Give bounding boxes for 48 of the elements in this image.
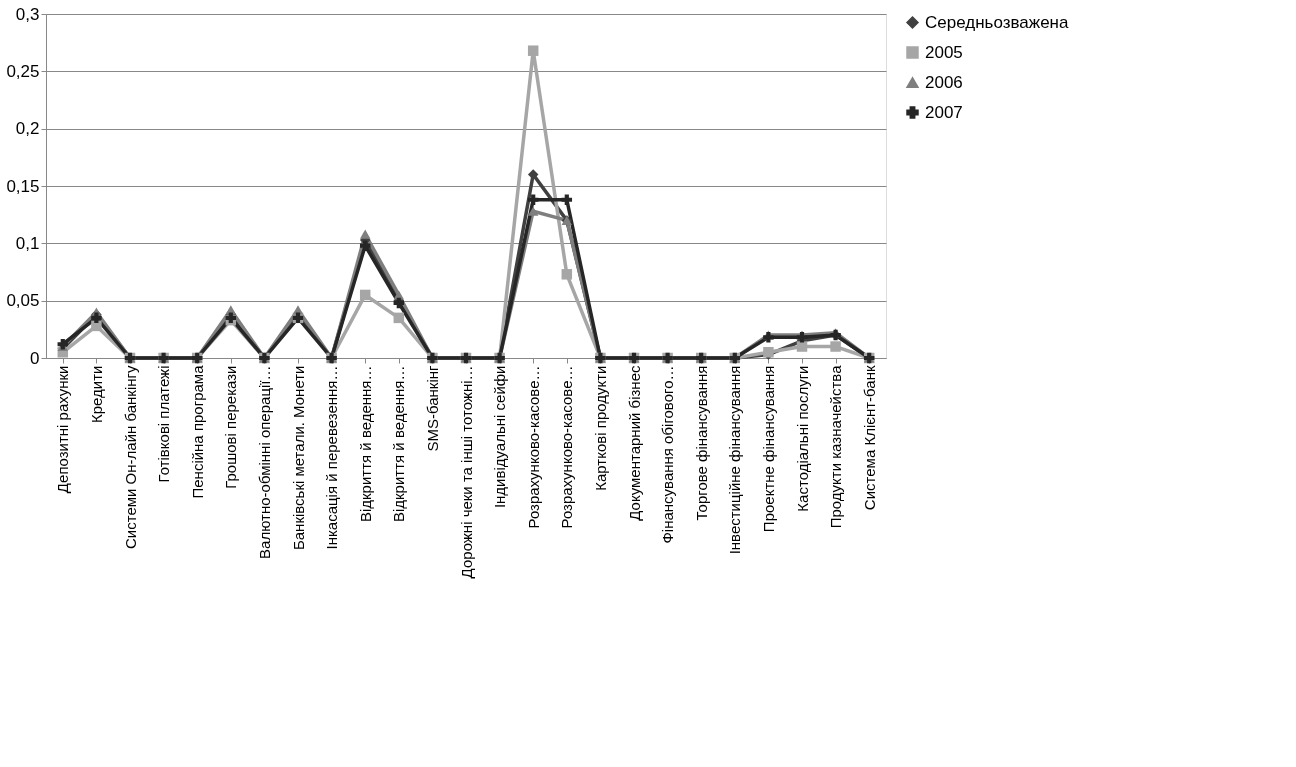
x-tick-label: Інвестиційне фінансування [726, 365, 744, 555]
point [527, 206, 539, 216]
legend-label: 2005 [925, 42, 963, 62]
legend-label: 2007 [925, 102, 963, 122]
point [527, 194, 539, 205]
point [830, 341, 841, 352]
x-tick-label: Система Клієнт-банк [860, 365, 878, 511]
x-tick-label: Розрахунково-касове… [558, 365, 576, 529]
point [796, 341, 808, 352]
point [91, 312, 102, 324]
x-tick-label: Депозитні рахунки [54, 365, 72, 494]
x-tick-label: Системи Он-лайн банкінгу [121, 365, 139, 550]
x-tick-label: Проектне фінансування [759, 365, 777, 533]
x-tick-label: Карткові продукти [591, 365, 609, 491]
x-tick-label: Дорожні чеки та інші тотожні… [457, 365, 475, 579]
y-tick-label: 0 [30, 348, 40, 368]
x-tick-label: Відкриття й ведення… [356, 365, 374, 523]
x-tick-label: Банківські метали. Монети [289, 365, 307, 551]
x-tick-label: Торгове фінансування [692, 365, 710, 521]
x-tick-label: Відкриття й ведення… [390, 365, 408, 523]
y-tick-label: 0,15 [6, 176, 40, 196]
x-tick-label: Кредити [87, 365, 105, 423]
y-tick-label: 0,2 [15, 119, 40, 139]
x-tick-label: Грошові перекази [222, 365, 240, 489]
x-tick-label: Готівкові платежі [155, 365, 173, 483]
x-tick-label: Документарний бізнес [625, 365, 643, 521]
x-tick-label: Продукти казначейства [827, 364, 845, 529]
x-tick-label: Пенсійна програма [188, 364, 206, 499]
point [561, 269, 573, 280]
point [393, 312, 405, 324]
point [359, 229, 371, 239]
x-tick-label: Розрахунково-касове… [524, 365, 542, 529]
x-tick-label: Валютно-обмінні операції… [255, 365, 273, 559]
legend-label: 2006 [925, 72, 963, 92]
point [359, 289, 371, 301]
y-tick-label: 0,25 [6, 61, 40, 81]
x-tick-label: Інкасація й перевезення… [323, 365, 341, 550]
point [91, 320, 102, 332]
y-tick-label: 0,3 [15, 4, 40, 24]
x-tick-label: Фінансування обігового… [659, 365, 677, 544]
y-tick-label: 0,1 [15, 233, 40, 253]
y-tick-label: 0,05 [6, 291, 40, 311]
legend-label: Середньозважена [925, 12, 1069, 32]
x-tick-label: Індивідуальні сейфи [491, 365, 509, 509]
x-tick-label: Кастодіальні послуги [793, 365, 811, 512]
point [561, 194, 573, 205]
x-tick-label: SMS-банкінг [423, 364, 441, 452]
point [527, 45, 539, 56]
